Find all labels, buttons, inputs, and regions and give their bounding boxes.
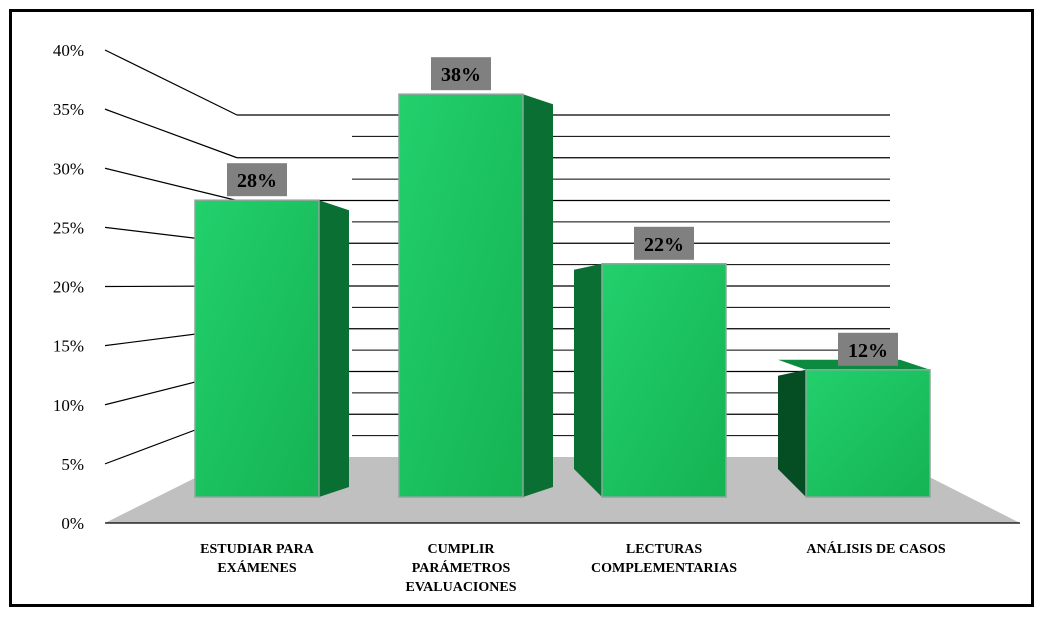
data-label-box	[227, 163, 287, 197]
gridline-diagonal	[104, 49, 238, 116]
bar	[398, 93, 524, 498]
x-axis-categories: ESTUDIAR PARA EXÁMENES CUMPLIR PARÁMETROS EV…	[200, 540, 946, 595]
y-tick-label: 20%	[53, 278, 84, 297]
y-tick-label: 40%	[53, 41, 84, 60]
bar	[601, 263, 727, 498]
category-label: EVALUACIONES	[406, 580, 517, 595]
category-label: COMPLEMENTARIAS	[591, 561, 737, 576]
data-label: 12%	[848, 340, 888, 362]
category-label: ESTUDIAR PARA	[200, 542, 315, 557]
category-label: PARÁMETROS	[412, 559, 511, 576]
y-tick-label: 15%	[53, 337, 84, 356]
data-label-box	[634, 226, 694, 260]
y-axis: 0% 5% 10% 15% 20% 25% 30% 35% 40%	[53, 41, 1020, 533]
gridline-diagonal	[104, 108, 238, 159]
y-tick-label: 10%	[53, 396, 84, 415]
y-tick-label: 25%	[53, 218, 84, 237]
bars	[194, 93, 931, 498]
gridline-diagonal	[104, 167, 238, 202]
bar-group	[398, 93, 553, 498]
bar-group	[778, 359, 931, 498]
bar-side	[574, 263, 602, 497]
data-label-box	[431, 57, 491, 91]
bar-group	[574, 263, 727, 498]
data-labels: 28% 38% 22% 12%	[227, 57, 898, 366]
bar-group	[194, 199, 349, 498]
y-tick-label: 0%	[61, 514, 84, 533]
bar	[194, 199, 320, 498]
category-label: LECTURAS	[626, 542, 702, 557]
y-tick-label: 30%	[53, 159, 84, 178]
data-label: 38%	[441, 64, 481, 86]
bar-side	[778, 369, 806, 497]
y-tick-label: 5%	[61, 455, 84, 474]
data-label: 22%	[644, 234, 684, 256]
bar-side	[523, 94, 553, 497]
bar	[805, 369, 931, 498]
data-label: 28%	[237, 170, 277, 192]
bar-side	[319, 200, 349, 497]
category-label: ANÁLISIS DE CASOS	[806, 540, 945, 557]
category-label: EXÁMENES	[217, 559, 297, 576]
data-label-box	[838, 332, 898, 366]
category-label: CUMPLIR	[428, 542, 496, 557]
y-tick-label: 35%	[53, 100, 84, 119]
